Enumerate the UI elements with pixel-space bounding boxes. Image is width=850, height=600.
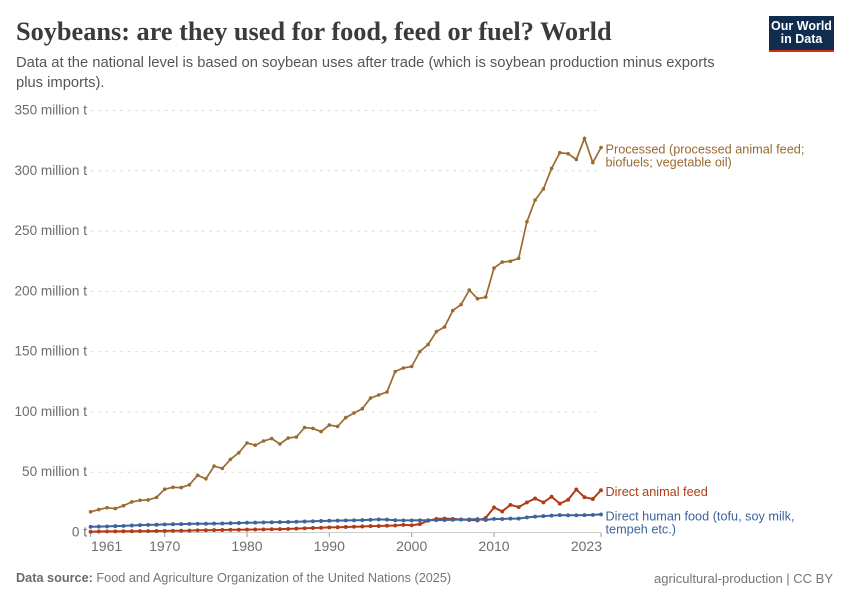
- svg-text:0 t: 0 t: [72, 525, 87, 540]
- svg-text:250 million t: 250 million t: [14, 223, 87, 238]
- svg-text:1980: 1980: [231, 538, 262, 554]
- svg-text:200 million t: 200 million t: [14, 283, 87, 298]
- svg-text:1990: 1990: [314, 538, 345, 554]
- svg-text:2010: 2010: [478, 538, 509, 554]
- svg-text:100 million t: 100 million t: [14, 404, 87, 419]
- svg-text:Processed (processed animal fe: Processed (processed animal feed;: [606, 143, 805, 157]
- svg-text:50 million t: 50 million t: [22, 464, 87, 479]
- svg-text:Direct animal feed: Direct animal feed: [606, 485, 708, 499]
- svg-text:biofuels; vegetable oil): biofuels; vegetable oil): [606, 156, 732, 170]
- svg-text:1970: 1970: [149, 538, 180, 554]
- svg-text:150 million t: 150 million t: [14, 344, 87, 359]
- svg-text:Direct human food (tofu, soy m: Direct human food (tofu, soy milk,: [606, 509, 795, 523]
- svg-text:300 million t: 300 million t: [14, 163, 87, 178]
- svg-text:2000: 2000: [396, 538, 427, 554]
- svg-text:350 million t: 350 million t: [14, 103, 87, 118]
- svg-text:2023: 2023: [571, 538, 602, 554]
- svg-text:tempeh etc.): tempeh etc.): [606, 523, 677, 537]
- svg-text:1961: 1961: [91, 538, 122, 554]
